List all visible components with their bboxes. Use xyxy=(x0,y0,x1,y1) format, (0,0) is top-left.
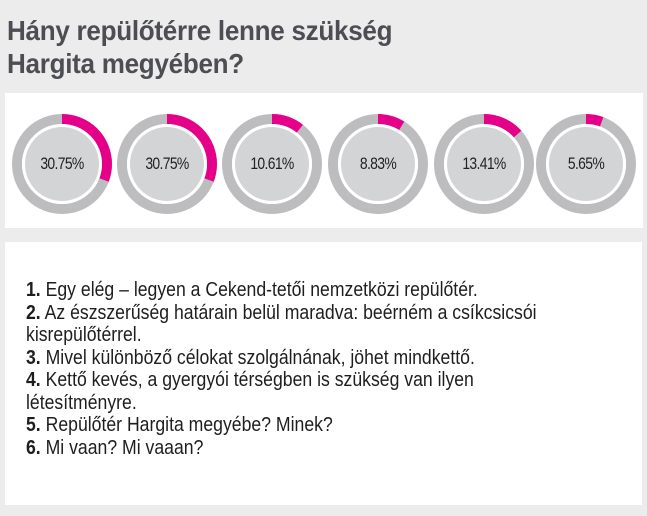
ring-percentage: 30.75% xyxy=(40,154,84,173)
answer-item-6: 6. Mi vaan? Mi vaaan? xyxy=(26,435,204,459)
result-ring-6: 5.65% xyxy=(536,114,636,214)
answer-item-3: 3. Mivel különböző célokat szolgálnának,… xyxy=(26,345,475,369)
result-ring-1: 30.75% xyxy=(12,114,112,214)
result-ring-4: 8.83% xyxy=(328,114,428,214)
answers-panel: 1. Egy elég – legyen a Cekend-tetői nemz… xyxy=(5,242,642,505)
donut-ring-icon xyxy=(328,114,428,214)
result-ring-2: 30.75% xyxy=(117,114,217,214)
title-line-2: Hargita megyében? xyxy=(7,48,244,79)
ring-percentage: 13.41% xyxy=(462,154,506,173)
rings-panel: 30.75% 30.75% 10.61% 8.83% 13.41% 5.65% xyxy=(5,93,643,228)
result-ring-5: 13.41% xyxy=(434,114,534,214)
answer-list: 1. Egy elég – legyen a Cekend-tetői nemz… xyxy=(26,278,628,459)
donut-ring-icon xyxy=(12,114,112,214)
page-title: Hány repülőtérre lenne szükség Hargita m… xyxy=(7,14,393,80)
result-ring-3: 10.61% xyxy=(222,114,322,214)
donut-ring-icon xyxy=(434,114,534,214)
donut-ring-icon xyxy=(117,114,217,214)
donut-ring-icon xyxy=(222,114,322,214)
ring-percentage: 8.83% xyxy=(359,154,397,173)
title-line-1: Hány repülőtérre lenne szükség xyxy=(7,15,393,46)
answer-item-5: 5. Repülőtér Hargita megyébe? Minek? xyxy=(26,413,333,436)
ring-percentage: 10.61% xyxy=(250,154,294,173)
donut-ring-icon xyxy=(536,114,636,214)
ring-percentage: 5.65% xyxy=(567,154,605,173)
answer-item-2: 2. Az észszerűség határain belül maradva… xyxy=(26,300,537,346)
ring-percentage: 30.75% xyxy=(145,154,189,173)
answer-item-4: 4. Kettő kevés, a gyergyói térségben is … xyxy=(26,368,474,414)
answer-item-1: 1. Egy elég – legyen a Cekend-tetői nemz… xyxy=(26,278,478,301)
